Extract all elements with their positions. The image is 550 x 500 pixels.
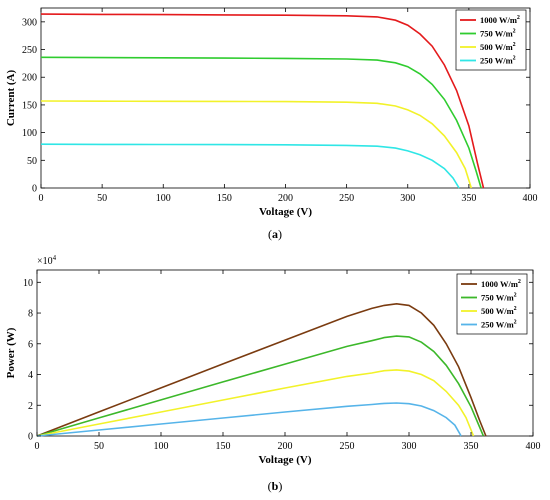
multiplier-base: ×10: [37, 256, 53, 267]
series-line-3: [36, 402, 462, 437]
y-axis-multiplier: ×104: [37, 254, 57, 267]
legend-entry-2: 500 W/m2: [480, 42, 516, 52]
x-tick-label: 400: [523, 193, 538, 204]
legend-entry-name: 250 W/m: [480, 56, 513, 66]
series-line-2: [40, 100, 473, 189]
x-tick-label: 400: [526, 441, 541, 452]
y-tick-label: 0: [28, 432, 33, 443]
legend-entry-name: 1000 W/m: [480, 15, 517, 25]
legend-entry-3: 250 W/m2: [480, 56, 516, 66]
panel-caption: (b): [268, 479, 283, 493]
legend-entry-sup: 2: [514, 293, 517, 299]
x-tick-label: 150: [217, 193, 232, 204]
legend-entry-3: 250 W/m2: [481, 320, 517, 330]
legend-entry-sup: 2: [513, 29, 516, 35]
legend-entry-0: 1000 W/m2: [480, 15, 520, 25]
x-tick-label: 0: [35, 441, 40, 452]
series-line-0: [40, 13, 485, 189]
x-axis-label: Voltage (V): [259, 206, 312, 218]
legend-entry-name: 500 W/m: [481, 306, 514, 316]
y-tick-label: 250: [22, 45, 37, 56]
panel-letter: b: [272, 479, 279, 493]
y-axis-label: Current (A): [5, 70, 17, 127]
y-tick-label: 2: [28, 401, 33, 412]
panel-letter: a: [272, 227, 278, 241]
x-tick-label: 0: [39, 193, 44, 204]
x-tick-label: 200: [278, 441, 293, 452]
pv-chart: 0 50 100 150 200 250 300 350 400 0 2 4 6 8 10 Voltage (…: [5, 254, 541, 493]
y-tick-label: 8: [28, 309, 33, 320]
x-tick-label: 150: [216, 441, 231, 452]
y-tick-label: 300: [22, 17, 37, 28]
series-line-3: [40, 143, 460, 189]
legend-entry-sup: 2: [517, 15, 520, 21]
legend-entry-0: 1000 W/m2: [481, 279, 521, 289]
legend-entry-sup: 2: [513, 42, 516, 48]
y-tick-label: 0: [32, 184, 37, 195]
legend-entry-sup: 2: [514, 306, 517, 312]
iv-chart: 0 50 100 150 200 250 300 350 400 0 50 100 150 200 250 3…: [5, 7, 538, 241]
y-tick-label: 50: [27, 156, 37, 167]
series-line-0: [36, 302, 487, 437]
series-line-1: [36, 335, 485, 437]
legend-entry-name: 250 W/m: [481, 320, 514, 330]
x-tick-label: 250: [340, 441, 355, 452]
legend-entry-sup: 2: [514, 320, 517, 326]
legend-entry-name: 750 W/m: [480, 29, 513, 39]
multiplier-exponent: 4: [53, 254, 57, 262]
x-tick-label: 250: [339, 193, 354, 204]
series-line-1: [40, 56, 482, 189]
y-tick-label: 6: [28, 339, 33, 350]
y-tick-label: 10: [23, 278, 33, 289]
x-tick-label: 100: [154, 441, 169, 452]
legend-entry-sup: 2: [513, 56, 516, 62]
legend-entry-sup: 2: [518, 279, 521, 285]
y-tick-label: 200: [22, 73, 37, 84]
x-tick-label: 300: [400, 193, 415, 204]
series-line-2: [36, 369, 475, 437]
x-tick-label: 300: [402, 441, 417, 452]
x-tick-label: 350: [461, 193, 476, 204]
legend-entry-2: 500 W/m2: [481, 306, 517, 316]
y-tick-label: 4: [28, 370, 33, 381]
legend-entry-1: 750 W/m2: [480, 29, 516, 39]
x-tick-label: 200: [278, 193, 293, 204]
plot-area: [40, 7, 531, 189]
legend-entry-name: 750 W/m: [481, 293, 514, 303]
x-axis-label: Voltage (V): [258, 454, 311, 466]
panel-caption: (a): [268, 227, 282, 241]
legend-entry-name: 500 W/m: [480, 42, 513, 52]
x-tick-label: 50: [94, 441, 104, 452]
y-tick-label: 100: [22, 128, 37, 139]
legend-entry-1: 750 W/m2: [481, 293, 517, 303]
y-axis-label: Power (W): [5, 327, 17, 378]
y-tick-label: 150: [22, 100, 37, 111]
x-tick-label: 350: [464, 441, 479, 452]
x-tick-label: 50: [97, 193, 107, 204]
pv-chart-panel: 0 50 100 150 200 250 300 350 400 0 2 4 6 8 10 Voltage (…: [0, 250, 550, 500]
x-tick-label: 100: [156, 193, 171, 204]
iv-chart-panel: 0 50 100 150 200 250 300 350 400 0 50 100 150 200 250 3…: [5, 7, 538, 241]
legend-entry-name: 1000 W/m: [481, 279, 518, 289]
